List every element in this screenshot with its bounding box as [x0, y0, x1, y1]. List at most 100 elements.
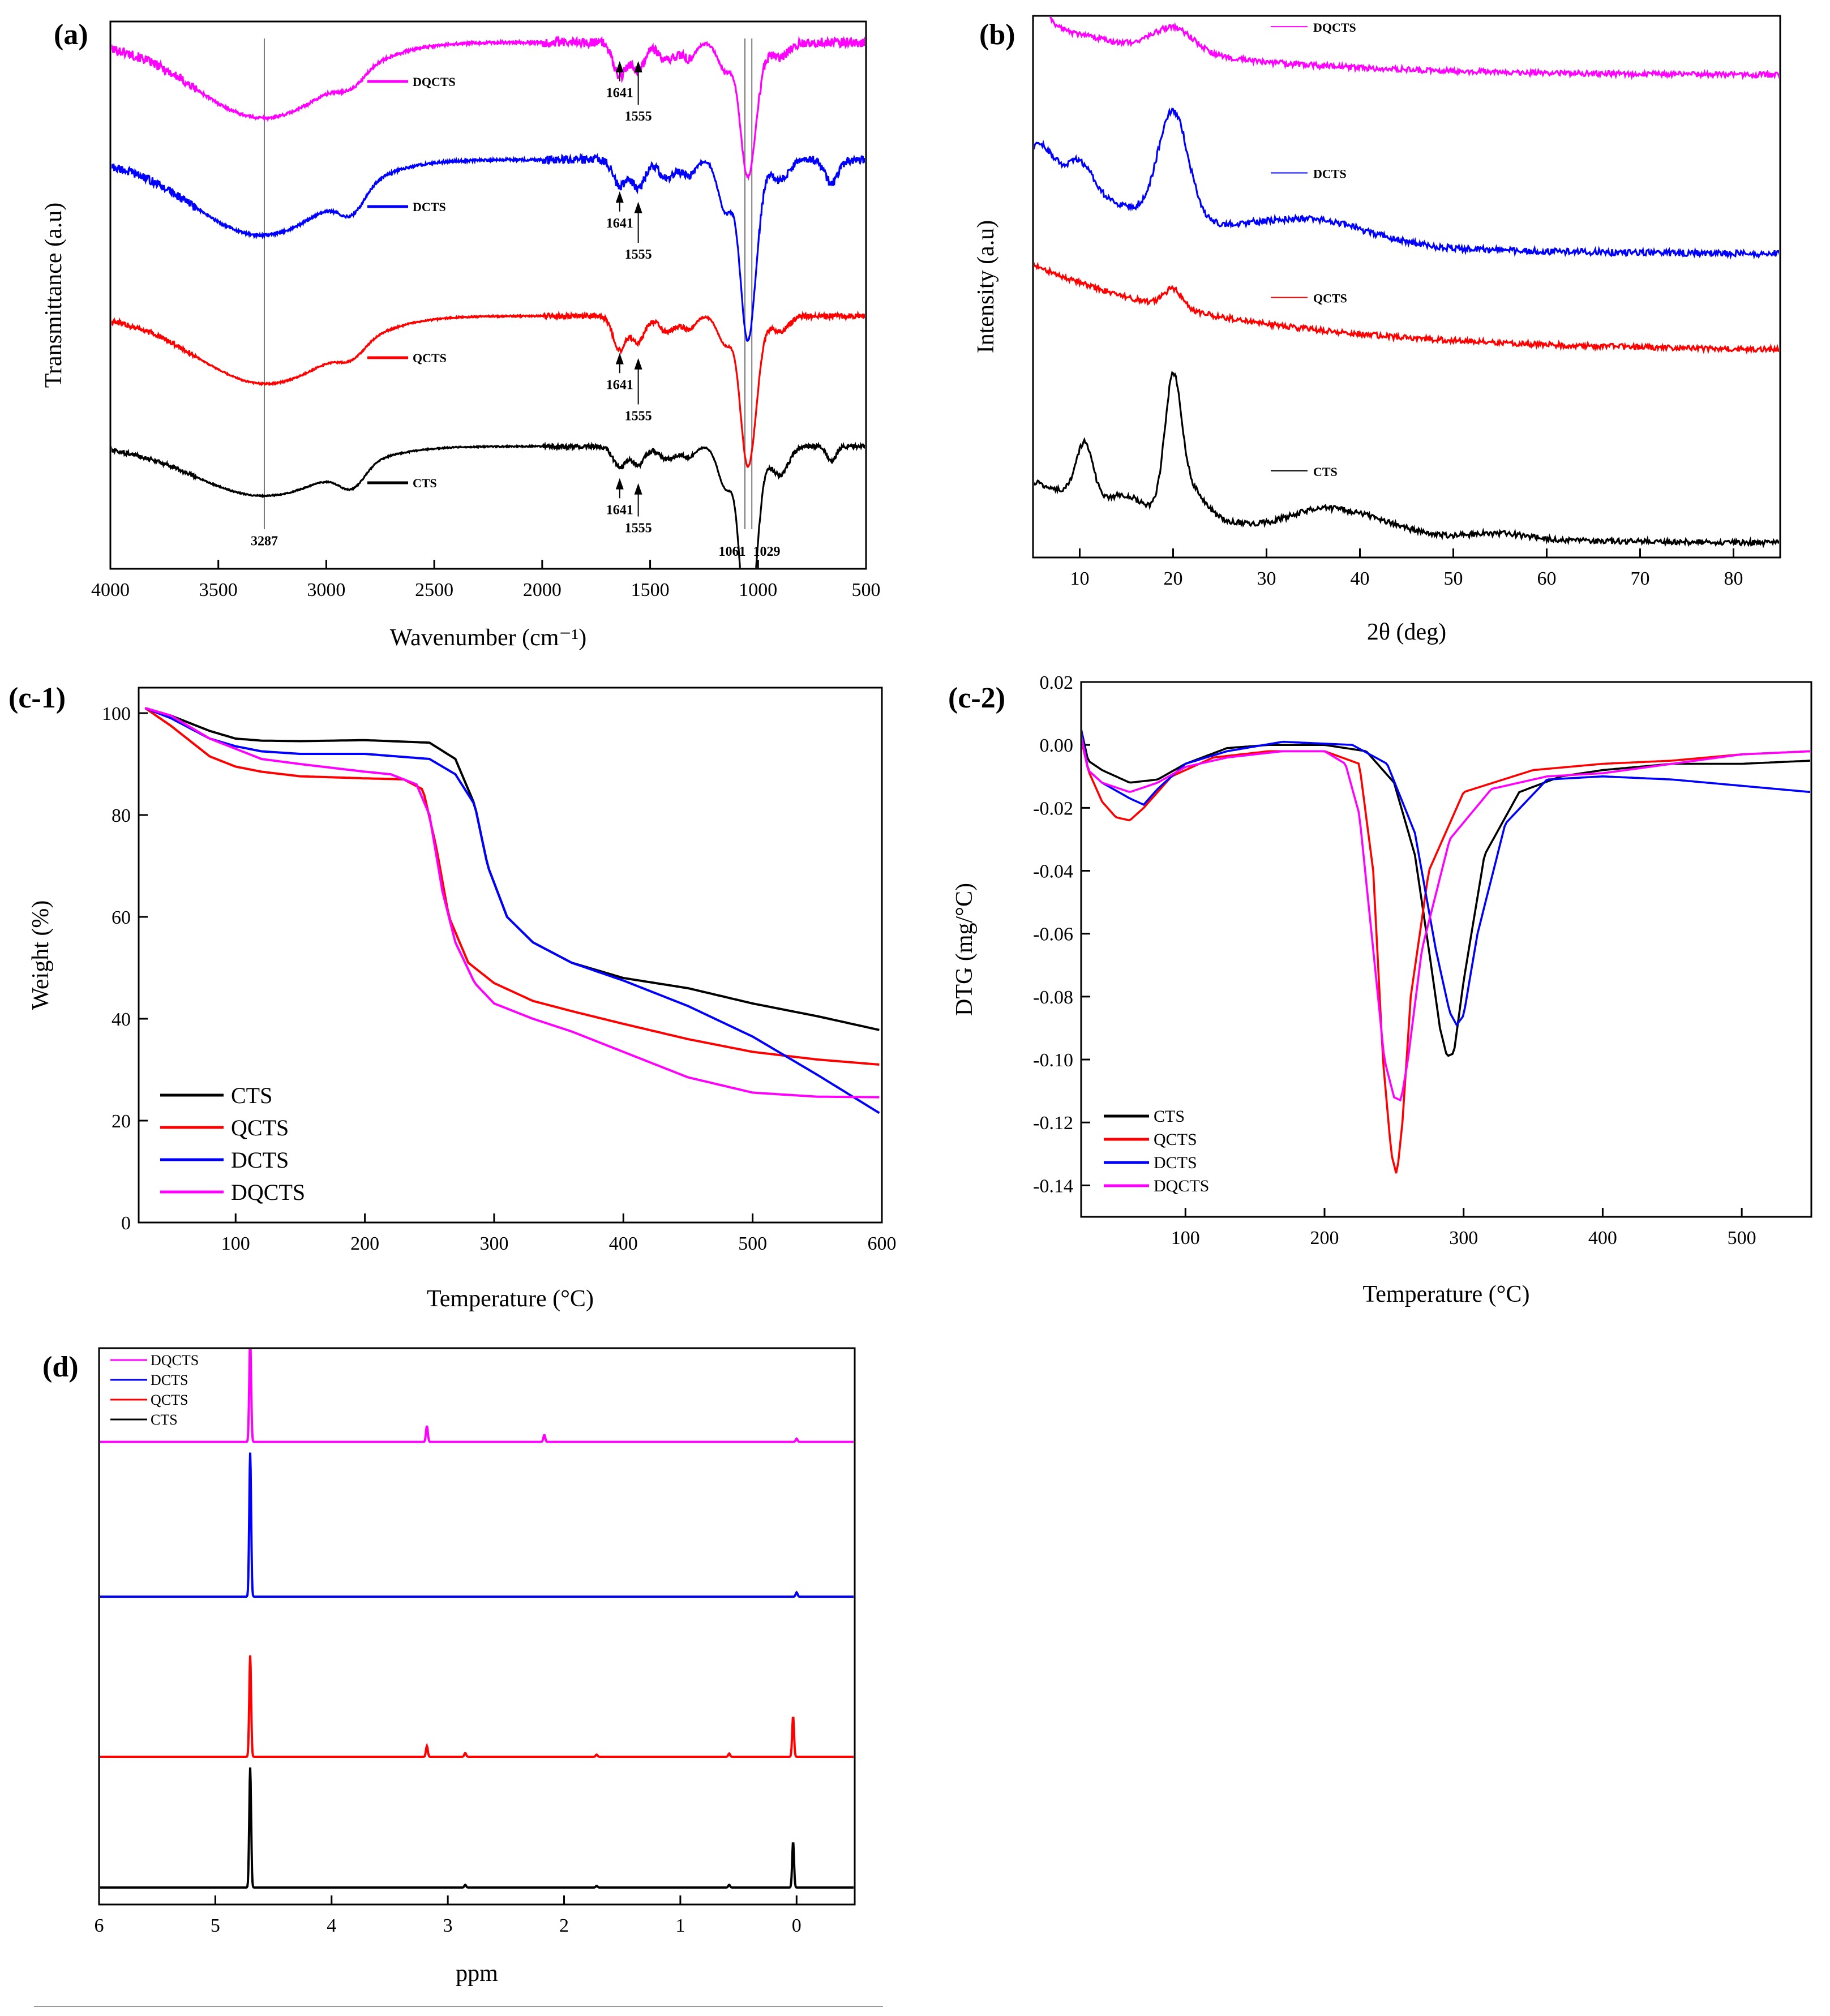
series-line-dqcts [100, 1349, 854, 1443]
x-axis-title: Temperature (°C) [1363, 1281, 1530, 1307]
y-tick-label: 60 [112, 907, 131, 928]
peak-annotation: 1555 [625, 409, 652, 424]
plot-frame [1080, 681, 1812, 1218]
chart-b: 10 20 30 40 50 60 70 80 (b) 2θ (deg) Intensity (a.… [973, 15, 1781, 645]
x-tick-label: 1500 [631, 580, 670, 600]
peak-annotation: 3287 [251, 534, 278, 549]
series-line-dqcts [112, 35, 865, 181]
y-tick-label: -0.14 [1033, 1176, 1073, 1196]
x-tick-label: 4000 [91, 580, 130, 600]
series-line-qcts [144, 707, 880, 1066]
x-tick-label: 500 [738, 1233, 767, 1254]
annotation-arrowhead [634, 358, 642, 370]
y-axis-title: Transmittance (a.u) [41, 203, 67, 388]
legend-label: DCTS [1154, 1153, 1197, 1172]
legend-label: DQCTS [151, 1352, 199, 1369]
series-line-dcts [112, 153, 865, 342]
legend-label: DCTS [231, 1147, 289, 1173]
series-line-cts [100, 1767, 854, 1889]
legend-label: DQCTS [413, 75, 456, 89]
x-tick-label: 50 [1444, 568, 1463, 589]
series-line-cts [1034, 371, 1779, 548]
legend-label: QCTS [151, 1392, 188, 1408]
annotation-arrowhead [615, 61, 624, 72]
plot-frame [138, 687, 883, 1224]
peak-annotation: 1641 [606, 503, 633, 517]
y-tick-label: -0.06 [1033, 924, 1073, 945]
x-axis-title: Temperature (°C) [427, 1286, 594, 1312]
y-tick-label: 0.02 [1040, 672, 1074, 693]
x-tick-label: 5 [211, 1915, 220, 1936]
annotation-arrowhead [615, 191, 624, 203]
x-tick-label: 400 [1588, 1228, 1617, 1249]
panel-label: (a) [54, 19, 88, 51]
x-axis-title: 2θ (deg) [1367, 619, 1446, 645]
y-tick-label: -0.04 [1033, 861, 1073, 882]
y-tick-label: 0 [121, 1213, 131, 1234]
x-axis-title: Wavenumber (cm⁻¹) [390, 625, 586, 651]
legend-label: DCTS [1313, 167, 1347, 181]
legend-label: QCTS [1154, 1130, 1197, 1149]
y-tick-label: 100 [102, 704, 131, 724]
y-tick-label: 0.00 [1040, 735, 1074, 756]
y-tick-label: -0.08 [1033, 987, 1073, 1008]
annotation-arrowhead [615, 478, 624, 490]
series-line-qcts [100, 1655, 854, 1758]
chart-a: 4000 3500 3000 2500 2000 1500 1000 500 (a) Wavenu… [41, 19, 881, 651]
legend-label: CTS [231, 1083, 272, 1108]
annotation-arrowhead [634, 483, 642, 495]
panel-label: (c-2) [948, 682, 1005, 714]
y-tick-label: -0.12 [1033, 1113, 1073, 1134]
annotation-arrowhead [634, 61, 642, 72]
series-line-cts [112, 441, 865, 568]
legend-label: QCTS [231, 1115, 289, 1140]
x-tick-label: 40 [1351, 568, 1370, 589]
series-line-qcts [1082, 739, 1810, 1174]
x-tick-label: 80 [1724, 568, 1743, 589]
annotation-arrowhead [615, 353, 624, 364]
x-tick-label: 500 [852, 580, 881, 600]
x-tick-label: 3500 [199, 580, 238, 600]
series-line-qcts [1034, 261, 1779, 355]
plot-frame [98, 1347, 856, 1906]
chart-c1: 100 200 300 400 500 600 0 20 40 60 80 100 (c-1) Tempe… [8, 682, 897, 1312]
x-tick-label: 100 [1171, 1228, 1200, 1249]
x-tick-label: 600 [868, 1233, 897, 1254]
series-line-dcts [1034, 107, 1779, 260]
chart-d: 6 5 4 3 2 1 0 (d) ppm DQCTS DCTS QCTS CTS [42, 1347, 856, 1987]
series-line-dqcts [1082, 736, 1810, 1102]
x-tick-label: 2 [559, 1915, 569, 1936]
plot-frame [109, 20, 867, 570]
x-tick-label: 1000 [739, 580, 777, 600]
legend-label: DQCTS [1154, 1177, 1209, 1195]
y-tick-label: 20 [112, 1111, 131, 1132]
x-axis-title: ppm [456, 1961, 498, 1987]
panel-label: (d) [42, 1351, 79, 1383]
peak-annotation: 1641 [606, 378, 633, 392]
legend-label: QCTS [1313, 291, 1347, 306]
x-tick-label: 60 [1537, 568, 1557, 589]
legend-label: QCTS [413, 351, 447, 365]
legend-label: DCTS [413, 200, 446, 214]
x-tick-label: 0 [792, 1915, 802, 1936]
series-line-dcts [144, 707, 880, 1114]
x-tick-label: 400 [609, 1233, 638, 1254]
x-tick-label: 4 [327, 1915, 336, 1936]
y-tick-label: 40 [112, 1009, 131, 1030]
y-tick-label: 80 [112, 805, 131, 826]
x-tick-label: 300 [479, 1233, 508, 1254]
panel-label: (b) [979, 19, 1015, 51]
plot-frame [1032, 15, 1781, 559]
peak-annotation: 1061 [719, 544, 746, 559]
legend-label: DQCTS [231, 1179, 305, 1205]
x-tick-label: 1 [675, 1915, 685, 1936]
legend-label: CTS [1154, 1107, 1185, 1126]
x-tick-label: 10 [1070, 568, 1090, 589]
x-tick-label: 500 [1728, 1228, 1756, 1249]
x-tick-label: 200 [1310, 1228, 1339, 1249]
legend-label: CTS [1313, 465, 1338, 479]
series-line-dqcts [144, 707, 880, 1099]
series-line-dqcts [1049, 17, 1779, 80]
series-line-dcts [1082, 730, 1810, 1027]
